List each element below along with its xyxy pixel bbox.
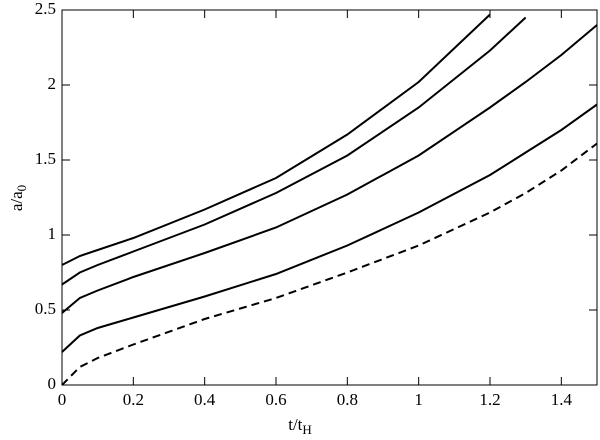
y-tick-label: 0 — [48, 374, 57, 393]
y-tick-label: 2.5 — [35, 0, 56, 18]
x-tick-label: 0.6 — [265, 390, 286, 409]
x-tick-label: 0.8 — [337, 390, 358, 409]
y-tick-label: 1 — [48, 224, 57, 243]
x-tick-label: 1.2 — [479, 390, 500, 409]
curve — [61, 24, 598, 314]
y-tick-label: 0.5 — [35, 299, 56, 318]
x-tick-label: 1 — [414, 390, 423, 409]
x-axis-label: t/tH — [288, 415, 312, 437]
y-tick-label: 1.5 — [35, 149, 56, 168]
y-tick-label: 2 — [48, 74, 57, 93]
curve — [61, 103, 598, 353]
x-tick-label: 0 — [58, 390, 67, 409]
x-tick-label: 0.2 — [123, 390, 144, 409]
plot-frame — [61, 9, 598, 386]
curve — [61, 142, 598, 386]
curve — [61, 16, 527, 286]
y-axis-label: a/a0 — [7, 185, 29, 211]
curve — [61, 13, 491, 266]
x-tick-label: 0.4 — [194, 390, 216, 409]
x-tick-label: 1.4 — [551, 390, 573, 409]
